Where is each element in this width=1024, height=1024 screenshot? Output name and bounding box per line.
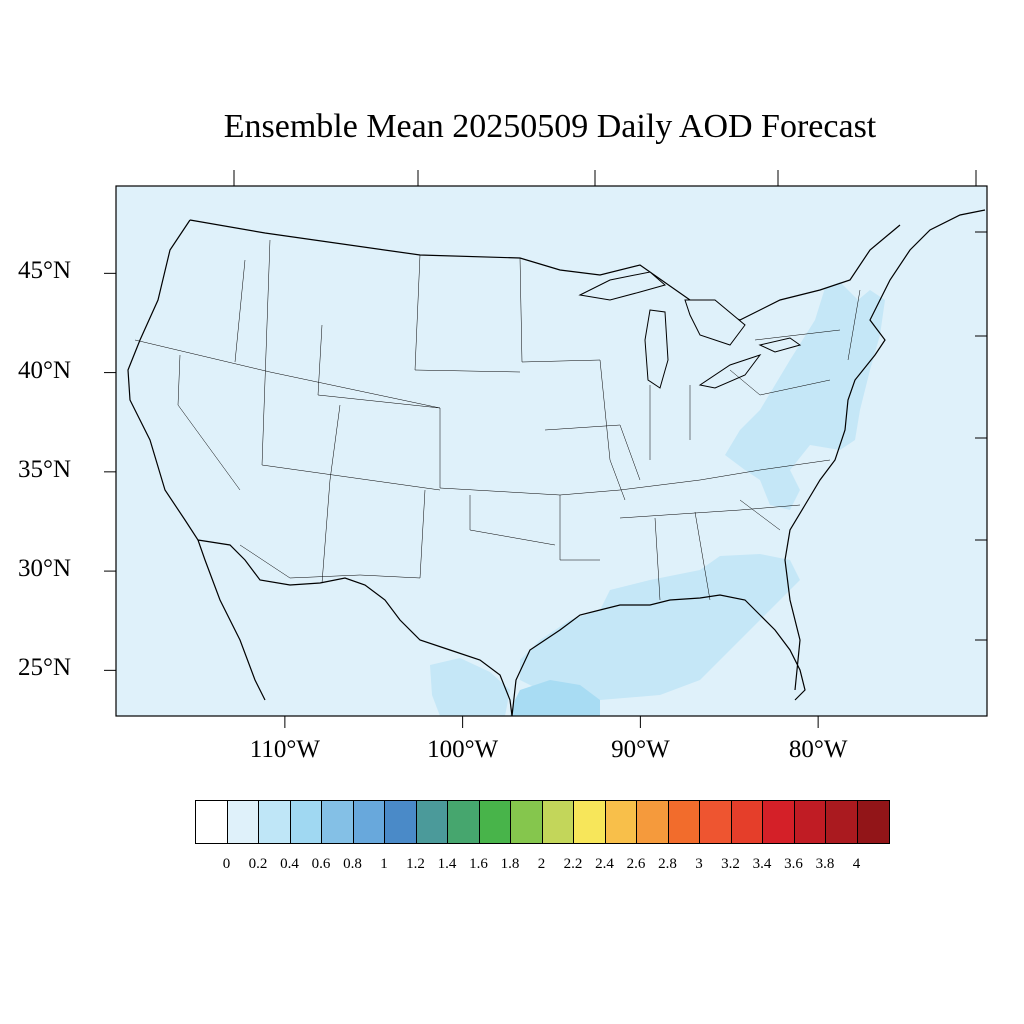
colorbar-swatch [857,801,889,843]
colorbar-label: 4 [852,856,861,872]
lake-erie [698,354,762,389]
lat-label: 30°N [18,555,72,583]
colorbar-swatch [763,801,795,843]
colorbar-label: 3.2 [721,856,740,872]
colorbar-label: 0.4 [280,856,299,872]
state-boundaries [134,239,861,601]
map-frame [115,185,988,717]
colorbar-swatch [574,801,606,843]
coastline [127,209,986,717]
map-background [116,186,987,716]
colorbar-label: 0.6 [311,856,331,872]
colorbar-swatch [385,801,417,843]
colorbar-label: 3.4 [752,856,772,872]
colorbar-swatch [290,801,322,843]
lat-label: 45°N [18,257,72,285]
colorbar-swatch [227,801,259,843]
colorbar-swatch [353,801,385,843]
colorbar-swatch [322,801,354,843]
lon-label: 90°W [611,736,670,763]
aod-plume-northeast [725,282,885,510]
colorbar-label: 1.4 [437,856,457,872]
colorbar-label: 3.8 [815,856,835,872]
colorbar-swatch [196,801,228,843]
lon-label: 110°W [249,736,320,763]
colorbar-swatch [511,801,543,843]
colorbar-swatch [259,801,291,843]
colorbar-label: 2 [537,856,546,872]
lat-label: 25°N [18,654,72,682]
lake-huron [684,299,746,346]
colorbar-label: 0.2 [248,856,268,872]
great-lakes [578,271,802,389]
colorbar-swatch [416,801,448,843]
colorbar-label: 3.6 [784,856,803,872]
aod-plume-layer [430,282,885,716]
colorbar-label: 1.8 [500,856,520,872]
aod-plume-mexico [430,658,510,716]
colorbar-swatch [826,801,858,843]
colorbar-swatch [668,801,700,843]
colorbar-swatch [794,801,826,843]
lat-label: 40°N [18,356,72,384]
lake-superior [578,271,667,301]
lon-label: 80°W [788,736,848,763]
colorbar-label: 2.6 [626,856,646,872]
lat-label: 35°N [18,455,72,483]
aod-plume-gulf-core [510,680,600,716]
colorbar-swatch [448,801,480,843]
colorbar-label: 1.2 [406,856,425,872]
colorbar-label: 2.8 [658,856,677,872]
colorbar-label: 1.6 [469,856,488,872]
colorbar-swatch [605,801,637,843]
lon-label: 100°W [427,736,499,763]
colorbar [195,800,890,844]
colorbar-swatch [731,801,763,843]
colorbar-label: 2.2 [563,856,583,872]
colorbar-label: 0 [222,856,231,872]
colorbar-swatch [542,801,574,843]
aod-plume-southeast [520,554,800,700]
lake-ontario [758,337,802,353]
colorbar-label: 0.8 [343,856,362,872]
lake-michigan [644,309,669,389]
axis-ticks [104,170,987,728]
colorbar-label: 1 [380,856,388,872]
colorbar-label: 3 [695,856,703,872]
map-title: Ensemble Mean 20250509 Daily AOD Forecas… [223,108,877,145]
colorbar-swatch [637,801,669,843]
colorbar-swatch [479,801,511,843]
colorbar-label: 2.4 [595,856,614,872]
colorbar-swatch [700,801,732,843]
